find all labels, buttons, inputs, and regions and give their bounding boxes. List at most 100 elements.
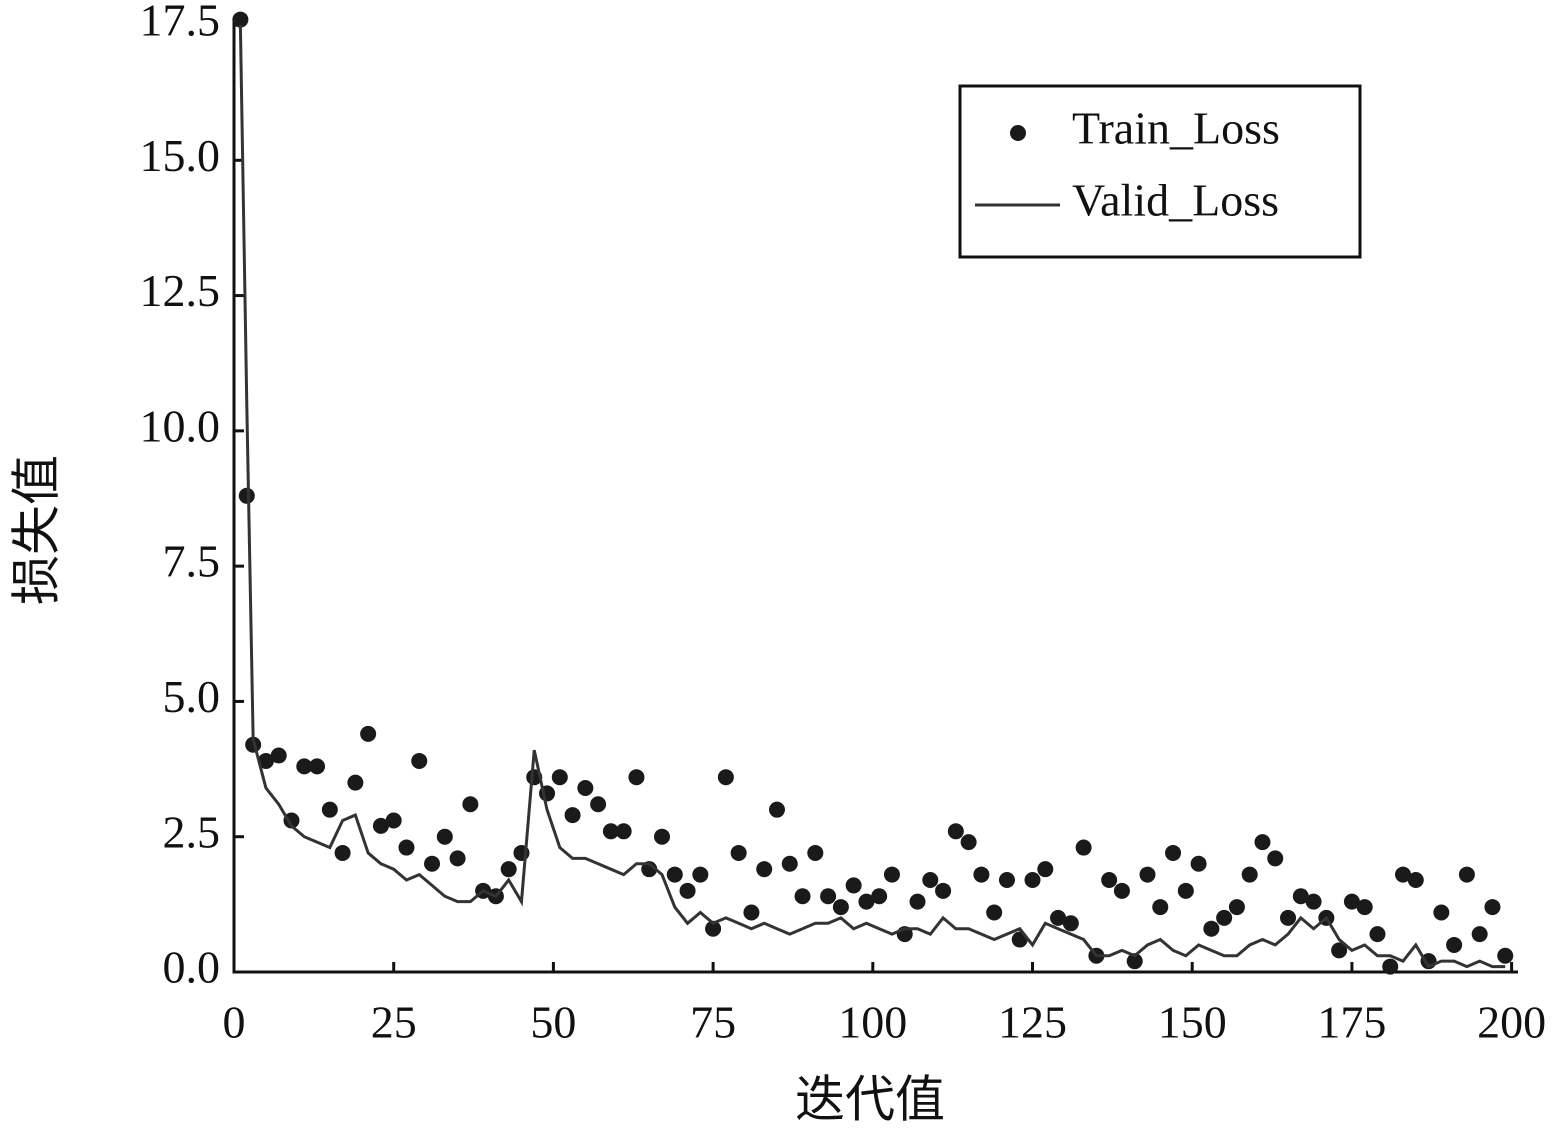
y-tick-label: 2.5 xyxy=(163,806,221,857)
y-tick-label: 5.0 xyxy=(163,671,221,722)
train-point xyxy=(845,877,862,894)
train-point xyxy=(257,752,274,769)
train-point xyxy=(360,725,377,742)
y-tick-label: 12.5 xyxy=(140,265,221,316)
train-point xyxy=(1126,953,1143,970)
train-point xyxy=(807,844,824,861)
train-point xyxy=(385,812,402,829)
legend-label: Valid_Loss xyxy=(1072,175,1279,226)
train-point xyxy=(909,893,926,910)
x-tick-label: 200 xyxy=(1477,997,1546,1048)
train-point xyxy=(1356,899,1373,916)
train-point xyxy=(654,828,670,845)
x-tick-label: 100 xyxy=(838,997,907,1048)
train-point xyxy=(935,882,952,899)
x-tick-label: 125 xyxy=(998,997,1067,1048)
train-point xyxy=(1139,866,1156,883)
train-point xyxy=(679,882,696,899)
train-point xyxy=(1254,834,1271,851)
train-point xyxy=(1177,882,1194,899)
x-tick-label: 150 xyxy=(1158,997,1227,1048)
train-point xyxy=(232,11,249,28)
train-point xyxy=(756,861,773,878)
train-point xyxy=(1113,882,1130,899)
train-point xyxy=(347,774,364,791)
train-point xyxy=(973,866,990,883)
train-point xyxy=(1343,893,1360,910)
train-point xyxy=(858,893,875,910)
train-point xyxy=(1050,909,1067,926)
x-tick-label: 75 xyxy=(690,997,736,1048)
train-point xyxy=(615,823,632,840)
train-point xyxy=(1062,915,1079,932)
train-point xyxy=(794,888,811,905)
train-point xyxy=(449,850,466,867)
train-point xyxy=(692,866,709,883)
train-point xyxy=(1369,926,1386,943)
train-point xyxy=(564,807,581,824)
train-point xyxy=(1382,958,1399,975)
train-point xyxy=(922,872,939,889)
train-point xyxy=(1267,850,1284,867)
train-point xyxy=(1190,855,1207,872)
train-point xyxy=(1471,926,1488,943)
train-point xyxy=(500,861,517,878)
train-point xyxy=(296,758,313,775)
train-point xyxy=(743,904,760,921)
y-axis-label: 损失值 xyxy=(8,455,64,605)
train-point xyxy=(590,796,607,813)
train-point xyxy=(321,801,338,818)
train-point xyxy=(372,817,389,834)
train-point xyxy=(1395,866,1412,883)
y-tick-label: 7.5 xyxy=(163,536,221,587)
train-point xyxy=(424,855,441,872)
train-point xyxy=(947,823,964,840)
valid-line xyxy=(238,24,1506,969)
train-point xyxy=(1280,909,1297,926)
train-point xyxy=(717,769,734,786)
train-point xyxy=(666,866,683,883)
x-tick-label: 25 xyxy=(371,997,417,1048)
train-point xyxy=(1484,899,1501,916)
legend-box xyxy=(958,84,1362,259)
train-point xyxy=(398,839,415,856)
train-point xyxy=(551,769,568,786)
train-point xyxy=(1152,899,1169,916)
train-point xyxy=(411,752,428,769)
train-point xyxy=(1101,872,1118,889)
train-point xyxy=(1024,872,1041,889)
train-point xyxy=(883,866,900,883)
train-point xyxy=(1075,839,1092,856)
train-point xyxy=(986,904,1003,921)
train-point xyxy=(1458,866,1475,883)
train-point xyxy=(238,487,255,504)
x-axis-label: 迭代值 xyxy=(795,1071,945,1127)
x-tick-label: 0 xyxy=(223,997,246,1048)
train-point xyxy=(1433,904,1450,921)
train-point xyxy=(577,780,594,797)
train-point xyxy=(768,801,785,818)
train-point xyxy=(1497,947,1514,964)
train-point xyxy=(309,758,326,775)
train-point xyxy=(602,823,619,840)
train-point xyxy=(1216,909,1233,926)
train-point xyxy=(705,920,722,937)
legend-label: Train_Loss xyxy=(1072,103,1280,154)
legend-marker xyxy=(1010,125,1026,141)
y-tick-label: 15.0 xyxy=(140,130,221,181)
train-point xyxy=(1228,899,1245,916)
train-point xyxy=(1446,936,1463,953)
train-point xyxy=(960,834,977,851)
train-point xyxy=(1292,888,1309,905)
y-tick-label: 17.5 xyxy=(140,0,221,46)
train-point xyxy=(730,844,747,861)
train-point xyxy=(820,888,837,905)
train-point xyxy=(1037,861,1054,878)
train-point xyxy=(1407,872,1424,889)
train-point xyxy=(1305,893,1322,910)
train-point xyxy=(871,888,888,905)
train-point xyxy=(1165,844,1182,861)
train-point xyxy=(1241,866,1258,883)
